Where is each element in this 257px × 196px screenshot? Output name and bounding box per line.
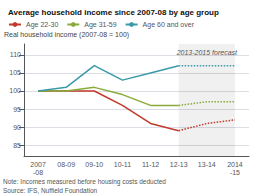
svg-text:100: 100 xyxy=(9,87,21,94)
svg-text:2013-2015 forecast: 2013-2015 forecast xyxy=(176,49,238,56)
svg-text:Note: Incomes measured before: Note: Incomes measured before housing co… xyxy=(3,178,166,186)
svg-text:10-11: 10-11 xyxy=(114,161,131,168)
svg-text:2014: 2014 xyxy=(227,161,243,168)
svg-text:08-09: 08-09 xyxy=(57,161,75,168)
svg-text:95: 95 xyxy=(13,106,21,113)
svg-text:110: 110 xyxy=(10,51,21,58)
svg-text:90: 90 xyxy=(13,124,21,131)
svg-text:Age 60 and over: Age 60 and over xyxy=(143,21,195,29)
svg-text:-15: -15 xyxy=(230,169,240,176)
svg-text:105: 105 xyxy=(9,69,21,76)
svg-text:Average household income since: Average household income since 2007-08 b… xyxy=(8,8,219,17)
svg-text:Source: IFS, Nuffield Foundati: Source: IFS, Nuffield Foundation xyxy=(3,187,98,194)
svg-text:11-12: 11-12 xyxy=(142,161,159,168)
svg-text:Age 31-59: Age 31-59 xyxy=(84,21,116,29)
svg-text:2007: 2007 xyxy=(30,161,46,168)
svg-text:13-14: 13-14 xyxy=(198,161,216,168)
svg-text:Real household income (2007-08: Real household income (2007-08 = 100) xyxy=(4,31,129,39)
svg-text:Age 22-30: Age 22-30 xyxy=(26,21,58,29)
svg-text:09-10: 09-10 xyxy=(85,161,103,168)
svg-text:12-13: 12-13 xyxy=(170,161,188,168)
svg-text:-08: -08 xyxy=(33,169,43,176)
svg-text:85: 85 xyxy=(13,142,21,149)
